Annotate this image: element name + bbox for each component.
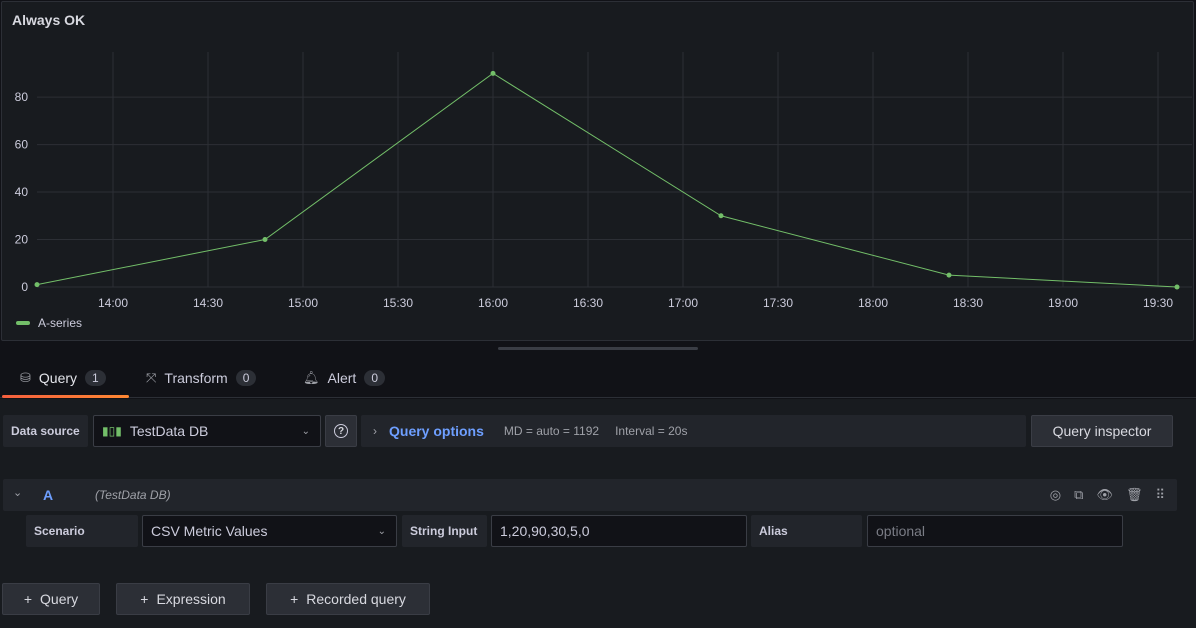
y-tick-label: 40 [15,185,29,199]
tab-transform[interactable]: ⤧ Transform 0 [146,370,257,386]
button-label: Expression [156,591,226,607]
plus-icon: + [290,591,299,607]
panel: Always OK 0 20 40 60 80 14:00 14:30 15:00 15:30 1… [1,1,1194,341]
tab-label: Alert [327,370,357,386]
plus-icon: + [140,591,149,607]
string-input-label: String Input [402,515,487,547]
drag-handle-icon[interactable]: ⠿ [1155,487,1165,502]
alias-label: Alias [751,515,862,547]
database-icon: ⛁ [20,370,31,385]
y-tick-label: 0 [21,280,28,294]
legend-label: A-series [38,316,83,330]
add-recorded-query-button[interactable]: + Recorded query [266,583,430,615]
x-tick-label: 15:00 [288,296,318,310]
query-editor: Data source ▮▯▮ TestData DB ⌄ ? › Query … [0,399,1196,628]
add-query-button[interactable]: + Query [2,583,100,615]
max-data-points: MD = auto = 1192 [503,424,600,438]
duplicate-icon[interactable]: ⧉ [1074,487,1084,502]
chevron-right-icon: › [373,424,377,438]
scenario-label: Scenario [26,515,138,547]
add-expression-button[interactable]: + Expression [116,583,250,615]
button-label: Query [40,591,79,607]
eye-icon[interactable]: 👁︎ [1096,487,1113,502]
x-tick-label: 16:30 [573,296,603,310]
x-tick-label: 18:00 [858,296,888,310]
query-row-header: ⌄ A (TestData DB) ◎ ⧉ 👁︎ 🗑︎ ⠿ [3,479,1177,511]
data-point [1174,284,1180,290]
datasource-picker[interactable]: ▮▯▮ TestData DB ⌄ [93,415,321,447]
time-series-chart: 0 20 40 60 80 14:00 14:30 15:00 15:30 16:00 16:30 1… [15,52,1192,310]
query-ref-id[interactable]: A [43,487,54,503]
x-tick-label: 14:30 [193,296,223,310]
tab-query[interactable]: ⛁ Query 1 [20,370,106,386]
tab-count: 1 [85,370,106,386]
x-tick-label: 19:30 [1143,296,1173,310]
scenario-value: CSV Metric Values [151,523,268,539]
query-options[interactable]: › Query options MD = auto = 1192 Interva… [361,415,1026,447]
x-tick-label: 19:00 [1048,296,1078,310]
tab-count: 0 [235,370,257,386]
x-tick-label: 14:00 [98,296,128,310]
panel-title: Always OK [12,12,86,28]
tab-alert[interactable]: 🔔︎ Alert 0 [303,370,385,386]
query-datasource-name: (TestData DB) [95,488,171,502]
button-label: Recorded query [306,591,406,607]
data-point [34,282,40,288]
y-tick-label: 60 [15,138,29,152]
data-point [490,70,496,76]
help-icon: ? [334,424,348,438]
resize-handle[interactable] [498,347,698,350]
x-tick-label: 18:30 [953,296,983,310]
datasource-value: TestData DB [129,423,209,439]
data-point [718,213,724,219]
string-input-field[interactable]: 1,20,90,30,5,0 [491,515,747,547]
y-tick-label: 80 [15,90,29,104]
series-line [36,72,1178,288]
x-tick-label: 15:30 [383,296,413,310]
x-tick-label: 16:00 [478,296,508,310]
query-options-label: Query options [389,423,484,439]
editor-tabs: ⛁ Query 1 ⤧ Transform 0 🔔︎ Alert 0 [0,362,1196,398]
plus-icon: + [23,591,33,607]
testdata-logo-icon: ▮▯▮ [102,424,122,438]
active-tab-indicator [2,395,129,398]
y-tick-label: 20 [15,233,29,247]
x-tick-label: 17:00 [668,296,698,310]
chevron-down-icon: ⌄ [377,525,386,537]
collapse-icon[interactable]: ⌄ [13,487,23,499]
data-point [262,237,268,243]
tab-label: Transform [164,370,228,386]
legend-swatch [16,321,30,325]
transform-icon: ⤧ [146,370,157,385]
datasource-label: Data source [3,415,88,447]
query-inspector-button[interactable]: Query inspector [1031,415,1173,447]
x-tick-label: 17:30 [763,296,793,310]
interval: Interval = 20s [615,424,688,438]
tab-label: Query [38,370,78,386]
data-point [946,272,952,278]
bell-icon: 🔔︎ [303,370,320,385]
legend-item[interactable]: A-series [16,316,82,330]
chevron-down-icon: ⌄ [301,425,310,437]
scenario-select[interactable]: CSV Metric Values ⌄ [142,515,397,547]
help-button[interactable]: ? [325,415,357,447]
alias-input[interactable]: optional [867,515,1123,547]
trash-icon[interactable]: 🗑︎ [1125,487,1143,502]
help-circle-icon[interactable]: ◎ [1049,487,1062,502]
tab-count: 0 [364,370,385,386]
